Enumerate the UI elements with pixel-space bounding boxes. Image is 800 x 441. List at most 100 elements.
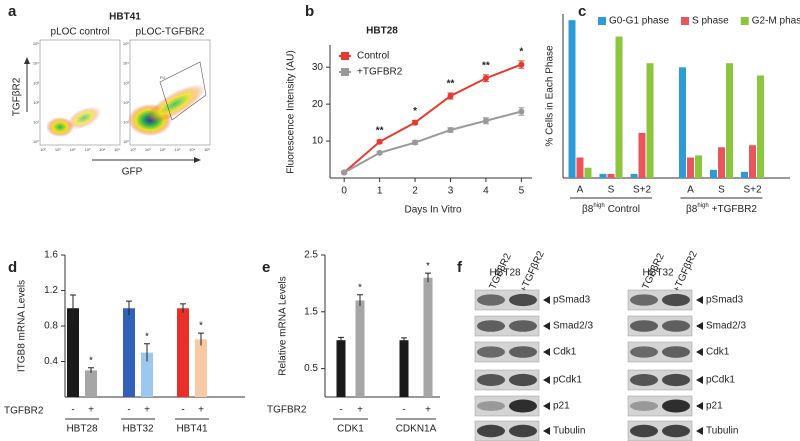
blot-band: [509, 346, 537, 358]
bar: [177, 308, 189, 397]
row-label: pCdk1: [706, 375, 735, 386]
blot-title: HBT32: [642, 268, 674, 279]
y-tick-label: 0.5: [304, 363, 318, 374]
bar: [141, 352, 153, 397]
point: [447, 92, 454, 99]
x-tick-label: -: [181, 405, 184, 416]
group-label-part: β8: [582, 204, 594, 215]
panel-letter: f: [457, 259, 463, 276]
bar: [123, 308, 135, 397]
bar: [695, 155, 702, 178]
x-axis-label: Days In Vitro: [404, 205, 461, 216]
flow-x-tick-label: 10²: [160, 147, 166, 152]
legend-label: S phase: [692, 16, 729, 27]
lane-label: +TGFβR2: [518, 249, 547, 294]
x-tick-label: +: [357, 405, 363, 416]
point: [376, 138, 383, 145]
row-label: p21: [553, 401, 570, 412]
x-tick-label: +: [88, 405, 94, 416]
row-label: Smad2/3: [553, 321, 593, 332]
significance: *: [519, 47, 523, 58]
y-tick-label: 2.5: [304, 250, 318, 261]
point: [482, 75, 489, 82]
x-tick-label: S: [608, 185, 615, 196]
legend-label: +TGFBR2: [357, 67, 403, 78]
flow-y-tick-label: 10¹: [33, 119, 39, 124]
lane-label: +TGFβR2: [671, 249, 700, 294]
flow-y-tick-label: 10²: [33, 100, 39, 105]
flow-x-tick-label: 10²: [70, 147, 76, 152]
group-label: HBT28: [66, 424, 98, 435]
significance: **: [447, 79, 455, 90]
row-label: p21: [706, 401, 723, 412]
legend-label: G2-M phase: [752, 16, 800, 27]
flow-y-tick-label: 10³: [123, 80, 129, 85]
point: [412, 119, 419, 126]
error-bar: [144, 343, 150, 362]
bar: [718, 147, 725, 178]
panel-letter: c: [578, 3, 586, 20]
flow-x-tick-label: 10³: [175, 147, 181, 152]
flow-title: HBT41: [109, 12, 141, 23]
group-label: HBT32: [122, 424, 154, 435]
row-arrow: [696, 427, 703, 435]
row-label: pSmad3: [553, 295, 591, 306]
flow-x-tick-label: 10⁰: [130, 147, 136, 152]
blot-band: [662, 399, 690, 413]
flow-y-tick-label: 10³: [33, 80, 39, 85]
error-bar: [425, 272, 431, 283]
blot-band: [509, 320, 537, 332]
significance: *: [89, 355, 93, 366]
bar: [687, 157, 694, 178]
row-arrow: [543, 376, 550, 384]
x-tick-label: 4: [483, 186, 489, 197]
blot-band: [662, 346, 690, 358]
flow-y-label: TGFβR2: [12, 77, 23, 116]
row-arrow: [696, 322, 703, 330]
flow-x-tick-label: 10⁵: [114, 147, 120, 152]
group-label-part: Control: [608, 204, 640, 215]
bar: [646, 63, 654, 179]
y-tick-label: 30: [312, 62, 324, 73]
flow-gate: [159, 61, 207, 121]
row-arrow: [543, 427, 550, 435]
x-tick-label: A: [687, 185, 694, 196]
flow-density: [145, 84, 205, 124]
error-bar: [180, 303, 186, 313]
legend-swatch: [341, 52, 349, 60]
bar: [576, 157, 584, 178]
error-bar: [338, 336, 344, 344]
significance: *: [145, 331, 149, 342]
flow-y-tick-label: 10¹: [123, 119, 129, 124]
legend-swatch: [681, 17, 690, 25]
x-tick-label: -: [402, 405, 405, 416]
row-arrow: [543, 322, 550, 330]
group-label: CDK1: [337, 424, 364, 435]
legend-label: Control: [357, 51, 389, 62]
bar: [710, 169, 717, 178]
row-arrow: [543, 296, 550, 304]
panel-letter: b: [305, 3, 314, 20]
bar: [195, 339, 207, 397]
significance: *: [413, 106, 417, 117]
x-tick-label: 2: [412, 186, 418, 197]
significance: *: [358, 282, 362, 293]
bar: [726, 63, 733, 179]
flow-x-tick-label: 10⁰: [40, 147, 46, 152]
legend-label: G0-G1 phase: [609, 16, 669, 27]
x-tick-label: A: [577, 185, 584, 196]
panel-letter: d: [8, 259, 17, 276]
flow-y-tick-label: 10²: [123, 100, 129, 105]
error-bar: [70, 294, 76, 322]
bar: [355, 300, 365, 397]
flow-y-tick-label: 10⁰: [123, 139, 129, 144]
flow-density: [67, 106, 101, 130]
bar: [67, 308, 79, 397]
group-label-part: +TGFBR2: [712, 204, 758, 215]
error-bar: [401, 337, 407, 343]
bar: [749, 145, 756, 178]
y-tick-label: 1.2: [44, 285, 58, 296]
bar: [630, 173, 638, 178]
y-axis-label: % Cells in Each Phase: [545, 45, 556, 147]
